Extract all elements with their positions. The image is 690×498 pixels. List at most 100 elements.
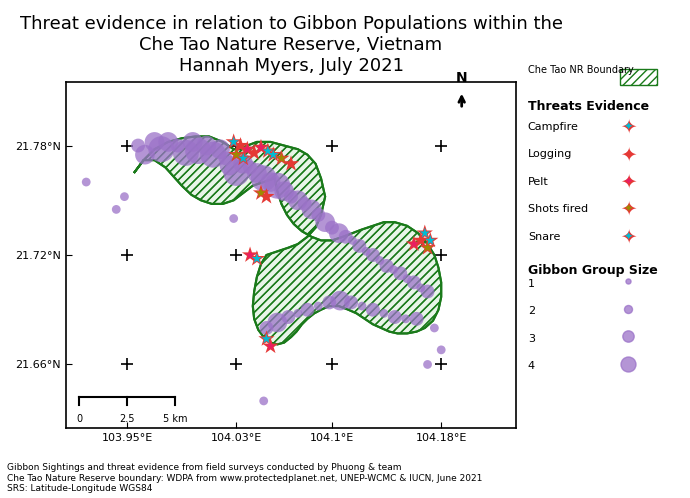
Point	[286, 160, 297, 168]
Polygon shape	[134, 136, 441, 345]
Point	[381, 262, 392, 270]
Text: Snare: Snare	[528, 232, 560, 242]
Point	[119, 193, 130, 201]
Point	[302, 306, 313, 314]
Point	[201, 141, 212, 149]
Point	[163, 138, 174, 146]
Point	[306, 205, 317, 213]
Point	[265, 342, 276, 350]
Point	[408, 240, 420, 248]
Point	[340, 233, 351, 241]
Point	[395, 269, 406, 277]
Point	[313, 211, 324, 219]
Point	[402, 275, 413, 283]
Text: 4: 4	[528, 361, 535, 371]
Point	[415, 237, 426, 245]
Point	[622, 277, 633, 285]
Text: Logging: Logging	[528, 149, 572, 159]
Point	[272, 319, 283, 327]
Point	[313, 302, 324, 310]
Text: Pelt: Pelt	[528, 177, 549, 187]
Point	[251, 254, 262, 262]
Point	[172, 141, 184, 149]
Point	[265, 178, 276, 186]
Text: Che Tao NR Boundary: Che Tao NR Boundary	[528, 65, 633, 75]
Point	[261, 324, 272, 332]
Text: Gibbon Group Size: Gibbon Group Size	[528, 264, 658, 277]
Point	[235, 141, 246, 149]
Point	[422, 244, 433, 251]
Point	[268, 151, 279, 159]
Point	[622, 360, 633, 368]
Text: ✦: ✦	[623, 122, 633, 132]
Point	[244, 163, 255, 171]
Point	[435, 346, 446, 354]
Text: Threats Evidence: Threats Evidence	[528, 100, 649, 113]
Point	[319, 218, 331, 226]
Point	[374, 256, 385, 264]
Point	[293, 196, 304, 204]
Point	[389, 313, 400, 321]
Point	[333, 229, 344, 237]
Point	[286, 160, 297, 168]
Point	[272, 182, 283, 190]
Point	[361, 248, 372, 255]
Point	[241, 145, 253, 153]
Point	[132, 141, 144, 149]
Text: 1: 1	[528, 279, 535, 289]
Point	[208, 151, 219, 159]
Point	[262, 147, 273, 155]
Point	[346, 298, 357, 306]
Point	[354, 242, 365, 250]
Point	[622, 332, 633, 340]
Text: N: N	[456, 71, 468, 85]
Point	[220, 154, 231, 162]
Point	[411, 315, 422, 323]
Point	[367, 251, 378, 259]
Point	[415, 237, 426, 245]
Point	[357, 302, 368, 310]
Point	[187, 138, 198, 146]
Point	[261, 335, 272, 343]
Text: 0: 0	[77, 414, 82, 424]
Point	[408, 278, 420, 286]
Title: Threat evidence in relation to Gibbon Populations within the
Che Tao Nature Rese: Threat evidence in relation to Gibbon Po…	[19, 15, 562, 75]
Text: ✦: ✦	[620, 145, 636, 164]
Point	[415, 284, 426, 292]
Point	[276, 154, 287, 162]
Point	[283, 313, 294, 321]
Point	[335, 297, 346, 305]
Point	[235, 141, 246, 149]
Point	[261, 335, 272, 343]
Point	[422, 244, 433, 251]
Point	[228, 138, 239, 146]
Text: 3: 3	[528, 334, 535, 344]
Point	[180, 149, 191, 157]
Point	[420, 229, 431, 237]
Point	[429, 324, 440, 332]
Point	[293, 309, 304, 317]
Point	[258, 397, 269, 405]
Point	[420, 229, 431, 237]
Text: Shots fired: Shots fired	[528, 204, 588, 214]
Text: ✦: ✦	[620, 118, 636, 136]
Point	[241, 145, 253, 153]
Point	[255, 143, 266, 151]
Point	[388, 265, 399, 273]
Point	[149, 138, 160, 146]
Point	[244, 251, 255, 259]
Point	[324, 298, 335, 306]
Point	[231, 151, 242, 159]
Text: ✦: ✦	[623, 204, 633, 214]
Text: ✦: ✦	[620, 172, 636, 191]
Text: ✦: ✦	[623, 149, 633, 159]
Point	[244, 251, 255, 259]
Point	[268, 151, 279, 159]
Point	[367, 306, 378, 314]
Point	[279, 187, 290, 195]
Text: Campfire: Campfire	[528, 122, 579, 132]
Point	[286, 193, 297, 201]
Point	[299, 200, 310, 208]
Point	[238, 160, 249, 168]
Point	[255, 189, 266, 197]
